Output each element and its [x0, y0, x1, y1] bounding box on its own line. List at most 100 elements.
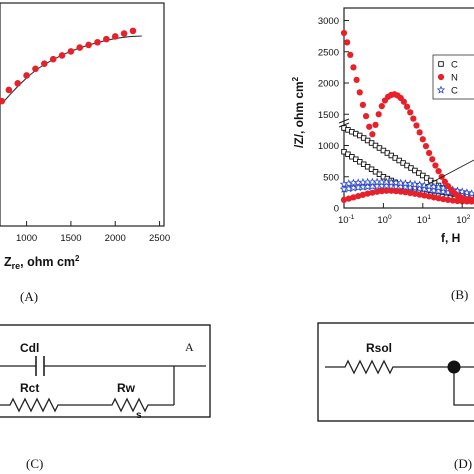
- panel-b-data-point: [435, 195, 442, 202]
- label-rsol: Rsol: [366, 341, 392, 355]
- panel-b-ytick-label: 3000: [318, 16, 339, 27]
- panel-b-label: (B): [451, 287, 468, 302]
- panel-b-data-point: [369, 131, 376, 138]
- panel-b-data-point: [350, 194, 357, 201]
- panel-b-ytick-label: 2000: [318, 79, 339, 90]
- panel-a-label: (A): [20, 289, 38, 304]
- panel-a-data-point: [41, 60, 48, 67]
- panel-a-plot: 1000 1500 2000 2500 Zre, ohm cm2 (A): [0, 2, 170, 304]
- panel-b-data-point: [434, 182, 443, 191]
- panel-a-xtick-label: 2500: [149, 233, 170, 244]
- capacitor-cdl: [35, 356, 45, 376]
- panel-b-data-point: [462, 188, 472, 197]
- panel-a-data-point: [49, 55, 57, 63]
- panel-b-data-point: [356, 89, 363, 96]
- panel-a-data-point: [67, 48, 75, 55]
- panel-b-xtick-label: 100: [377, 214, 392, 226]
- panel-b-data-point: [470, 196, 474, 203]
- panel-a-data-point: [94, 38, 101, 46]
- panel-b-data-point: [430, 194, 437, 201]
- panel-c-frame: [0, 324, 211, 418]
- panel-b-data-point: [369, 189, 376, 196]
- panel-a-xlabel: Zre, ohm cm2: [4, 254, 80, 271]
- panel-b-data-point: [350, 64, 357, 71]
- panel-b-frame: [343, 7, 474, 209]
- panel-a-data-point: [23, 72, 30, 79]
- panel-b-ytick-label: 0: [334, 204, 339, 215]
- panel-b-legend-label: N: [451, 73, 458, 84]
- panel-b-legend-marker: [436, 85, 446, 94]
- panel-b-data-point: [429, 182, 439, 191]
- panel-a-xticks: 1000 1500 2000 2500: [16, 221, 170, 244]
- panel-b-data-point: [410, 115, 417, 122]
- panel-b-xtick-label: 10-1: [338, 214, 355, 226]
- panel-a-data-point: [85, 41, 92, 49]
- panel-b-ytick-label: 1500: [318, 110, 339, 121]
- panel-b-data-point: [401, 179, 410, 188]
- panel-c-wires: [0, 365, 206, 405]
- panel-a-data-point: [0, 97, 6, 105]
- panel-b-data-point: [449, 197, 456, 204]
- panel-b-data-point: [372, 121, 379, 128]
- panel-b-legend: CNC: [432, 54, 474, 100]
- panel-b-data-point: [426, 149, 433, 157]
- panel-a-data-point: [120, 30, 128, 37]
- panel-b-data-point: [378, 103, 385, 110]
- panel-b-data-point: [375, 111, 382, 118]
- panel-b-series-layer: [339, 29, 474, 205]
- panel-b-data-point: [435, 168, 442, 175]
- panel-b-data-point: [421, 192, 428, 199]
- panel-b-data-point: [444, 196, 452, 203]
- panel-b-data-point: [416, 191, 423, 198]
- panel-a-data-point: [32, 65, 39, 73]
- panel-a-data-point: [129, 27, 137, 35]
- panel-a-data-point: [103, 35, 110, 43]
- panel-b-ytick-label: 2500: [318, 47, 339, 58]
- panel-b-plot: 0 500 1000 1500 2000 2500 3000 10-1 100 101 102 C…: [291, 7, 474, 302]
- panel-b-data-point: [366, 123, 373, 130]
- panel-b-data-point: [426, 193, 433, 200]
- panel-a-data-point: [58, 52, 66, 59]
- panel-a-xtick-label: 1500: [60, 233, 81, 244]
- panel-b-xtick-label: 101: [417, 214, 432, 226]
- panel-b-data-point: [353, 76, 360, 83]
- panel-b-data-point: [403, 103, 411, 110]
- panel-b-data-point: [416, 129, 423, 136]
- panel-b-data-point: [340, 29, 348, 37]
- panel-b-data-point: [340, 196, 348, 203]
- panel-b-data-point: [402, 189, 409, 196]
- panel-b-data-point: [422, 143, 430, 150]
- panel-b-data-point: [392, 188, 400, 195]
- panel-b-data-point: [432, 162, 439, 169]
- panel-b-ytick-label: 1000: [318, 141, 339, 152]
- panel-b-data-point: [400, 98, 407, 105]
- panel-b-data-point: [410, 179, 420, 188]
- panel-b-ytick-label: 500: [323, 172, 339, 183]
- panel-b-xlabel: f, H: [441, 231, 460, 245]
- panel-d-wires: [325, 359, 474, 406]
- panel-b-data-point: [441, 178, 448, 185]
- panel-a-frame: [0, 2, 165, 227]
- panel-b-data-point: [405, 179, 415, 188]
- panel-b-data-point: [429, 156, 436, 163]
- panel-b-data-point: [347, 51, 354, 58]
- panel-a-data-point: [76, 44, 84, 51]
- panel-b-yticks: 0 500 1000 1500 2000 2500 3000: [318, 16, 349, 215]
- label-rw: Rw: [117, 381, 136, 395]
- panel-b-data-point: [355, 193, 362, 200]
- panel-b-xticks: 10-1 100 101 102: [338, 203, 471, 226]
- panel-d-node: [447, 360, 461, 374]
- panel-a-points-layer: [0, 27, 137, 105]
- panel-b-data-point: [413, 122, 420, 129]
- panel-c-label: (C): [26, 456, 43, 471]
- panel-a-data-point: [5, 86, 13, 94]
- panel-b-legend-marker: [438, 61, 444, 67]
- panel-c-corner-label: A: [185, 340, 194, 354]
- panel-b-data-point: [339, 179, 349, 188]
- panel-d-label: (D): [454, 456, 472, 471]
- panel-b-legend-label: C: [451, 86, 458, 97]
- panel-b-ylabel: /Z/, ohm cm2: [291, 76, 306, 148]
- panel-d-circuit: Rsol (D): [317, 322, 474, 471]
- panel-b-legend-marker: [437, 73, 445, 81]
